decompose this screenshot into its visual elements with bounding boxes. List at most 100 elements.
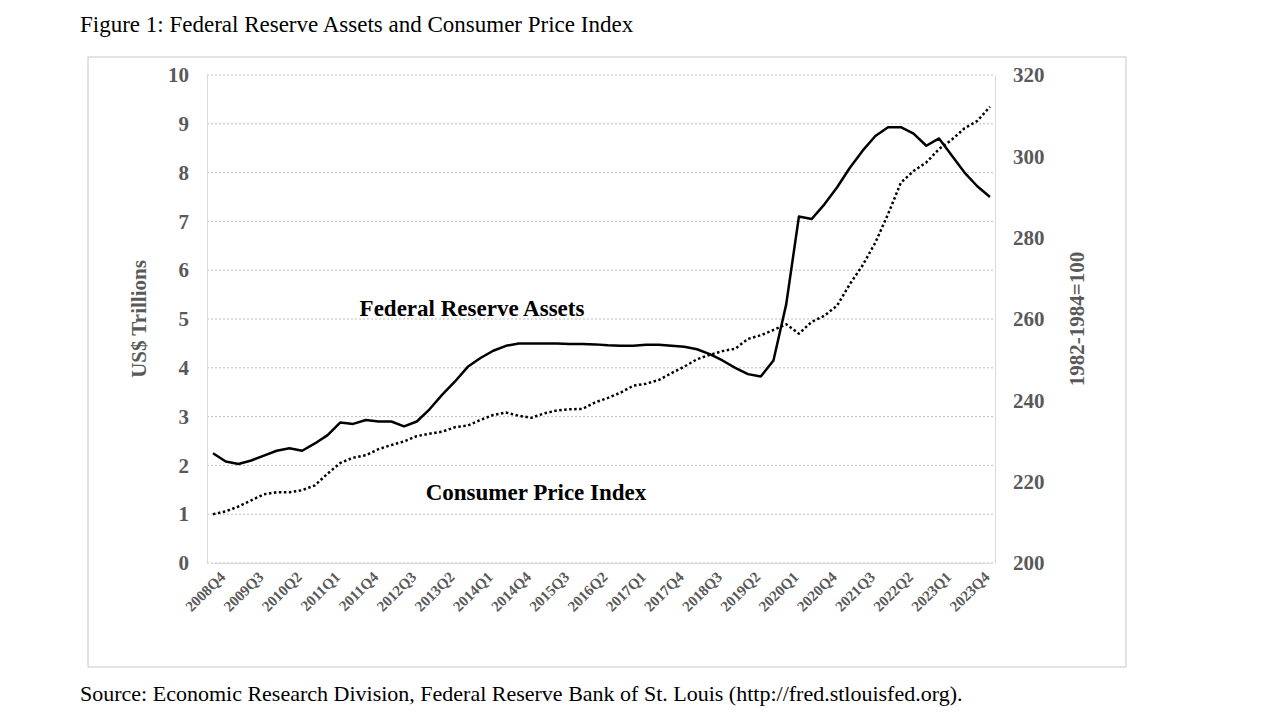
grid-line (207, 123, 995, 124)
x-tick-label: 2016Q2 (565, 569, 611, 615)
x-tick-label: 2022Q2 (870, 569, 916, 615)
y-tick-label: 8 (179, 161, 190, 185)
series-line (213, 107, 990, 514)
x-tick: 2014Q1 (450, 563, 496, 615)
y-tick: 5 (179, 307, 208, 331)
y2-tick: 240 (995, 389, 1045, 413)
grid-line (207, 172, 995, 173)
x-tick: 2023Q4 (947, 563, 993, 615)
x-tick-label: 2014Q1 (450, 569, 496, 615)
x-tick-label: 2014Q4 (488, 568, 534, 614)
y2-tick: 220 (995, 470, 1045, 494)
x-tick-label: 2018Q3 (679, 569, 725, 615)
y-tick-label: 7 (179, 210, 190, 234)
grid-line (207, 563, 995, 564)
x-tick-label: 2010Q2 (259, 569, 305, 615)
x-tick-label: 2008Q4 (182, 568, 228, 614)
series-line (213, 127, 990, 464)
y2-tick-label: 220 (1013, 470, 1045, 494)
y-tick-label: 4 (179, 356, 190, 380)
x-tick: 2019Q2 (717, 563, 763, 615)
y-tick: 0 (179, 551, 208, 575)
y-tick-label: 6 (179, 258, 190, 282)
x-axis: 2008Q42009Q32010Q22011Q12011Q42012Q32013… (182, 563, 993, 615)
x-tick: 2013Q2 (412, 563, 458, 615)
x-tick-label: 2011Q4 (336, 568, 382, 614)
y-tick: 7 (179, 210, 208, 234)
x-tick: 2010Q2 (259, 563, 305, 615)
x-tick-label: 2017Q4 (641, 568, 687, 614)
grid-line (207, 465, 995, 466)
x-tick: 2015Q3 (526, 563, 572, 615)
grid-line (207, 75, 995, 76)
x-tick: 2018Q3 (679, 563, 725, 615)
y-tick: 1 (179, 502, 208, 526)
x-tick-label: 2009Q3 (221, 569, 267, 615)
y-axis-line (207, 76, 208, 564)
y2-tick: 260 (995, 307, 1045, 331)
series-label: Federal Reserve Assets (360, 296, 585, 321)
y2-tick-label: 320 (1013, 63, 1045, 87)
y-axis-title: US$ Trillions (127, 260, 151, 378)
y2-tick: 280 (995, 226, 1045, 250)
series-label: Consumer Price Index (426, 480, 647, 505)
x-tick: 2020Q1 (756, 563, 802, 615)
grid-line (207, 319, 995, 320)
y-tick: 10 (168, 63, 207, 87)
x-tick-label: 2023Q1 (908, 569, 954, 615)
x-tick: 2021Q3 (832, 563, 878, 615)
y-axis: 0 1 2 3 4 5 6 7 8 9 10 (168, 63, 208, 575)
y-tick-label: 2 (179, 454, 190, 478)
x-tick: 2022Q2 (870, 563, 916, 615)
x-tick-label: 2015Q3 (526, 569, 572, 615)
y-tick-label: 9 (179, 112, 190, 136)
x-tick: 2009Q3 (221, 563, 267, 615)
grid-line (207, 514, 995, 515)
x-tick-label: 2013Q2 (412, 569, 458, 615)
chart: Figure 1: Federal Reserve Assets and Con… (0, 0, 1280, 720)
x-tick-label: 2011Q1 (298, 569, 343, 614)
x-tick-label: 2020Q4 (794, 568, 840, 614)
grid (207, 75, 995, 563)
x-tick: 2017Q4 (641, 563, 687, 615)
x-tick: 2011Q4 (336, 563, 382, 614)
y-tick: 8 (179, 161, 208, 185)
y2-tick-label: 240 (1013, 389, 1045, 413)
x-tick: 2020Q4 (794, 563, 840, 615)
x-tick-label: 2020Q1 (756, 569, 802, 615)
y2-tick-label: 260 (1013, 307, 1045, 331)
y2-tick: 300 (995, 145, 1045, 169)
x-tick: 2014Q4 (488, 563, 534, 615)
y2-tick-label: 300 (1013, 145, 1045, 169)
source: Source: Economic Research Division, Fede… (80, 681, 962, 706)
y-tick-label: 1 (179, 502, 190, 526)
grid-line (207, 416, 995, 417)
y-tick-label: 0 (179, 551, 190, 575)
x-tick: 2008Q4 (182, 563, 228, 615)
grid-line (207, 270, 995, 271)
x-axis-line (214, 563, 991, 564)
y-tick-label: 5 (179, 307, 190, 331)
y2-tick-label: 280 (1013, 226, 1045, 250)
x-tick-label: 2017Q1 (603, 569, 649, 615)
y-tick-label: 10 (168, 63, 189, 87)
chart-frame (88, 57, 1126, 667)
x-tick: 2012Q3 (373, 563, 419, 615)
y2-axis: 200 220 240 260 280 300 320 (995, 63, 1045, 575)
title: Figure 1: Federal Reserve Assets and Con… (80, 12, 634, 37)
plot-area (213, 107, 990, 514)
y2-axis-title: 1982-1984=100 (1065, 252, 1089, 386)
y-tick: 4 (179, 356, 208, 380)
y-tick: 9 (179, 112, 208, 136)
x-tick-label: 2012Q3 (373, 569, 419, 615)
x-tick: 2023Q1 (908, 563, 954, 615)
y2-tick: 320 (995, 63, 1045, 87)
y2-tick: 200 (995, 551, 1045, 575)
x-tick-label: 2023Q4 (947, 568, 993, 614)
x-tick-label: 2021Q3 (832, 569, 878, 615)
grid-line (207, 221, 995, 222)
y-tick: 2 (179, 454, 208, 478)
y-tick: 6 (179, 258, 208, 282)
y-tick-label: 3 (179, 405, 190, 429)
x-tick: 2011Q1 (298, 563, 343, 614)
